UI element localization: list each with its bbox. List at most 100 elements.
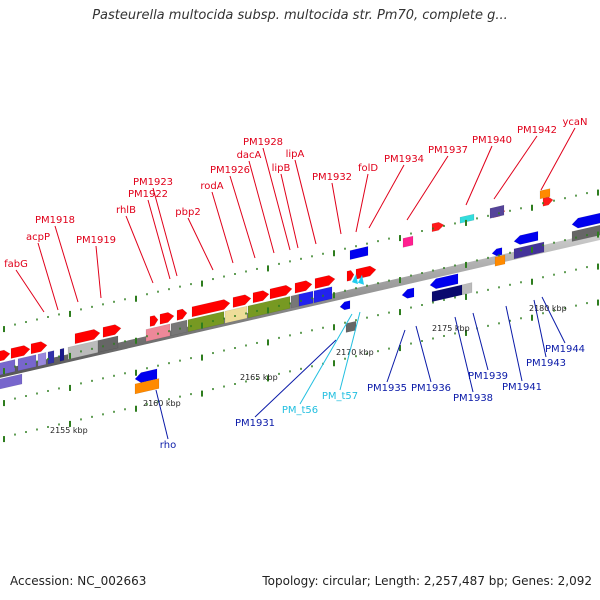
leader-line [254, 339, 337, 418]
gene-label-pbp2: pbp2 [175, 207, 200, 218]
reverse-gene-arrow [429, 273, 459, 290]
gene-block [37, 352, 47, 367]
scale-label: 2165 kbp [240, 373, 278, 382]
trna-mark [358, 274, 364, 285]
gene-block [17, 354, 37, 372]
forward-gene-arrow [232, 294, 252, 308]
leader-line [465, 145, 493, 206]
leader-line [54, 225, 79, 303]
leader-line [299, 313, 353, 405]
gene-label-pm1943: PM1943 [526, 358, 566, 369]
reverse-gene-arrow [339, 300, 351, 311]
gene-block [247, 296, 291, 319]
gene-label-pm1938: PM1938 [453, 393, 493, 404]
leader-line [331, 182, 342, 235]
gene-label-pm1937: PM1937 [428, 145, 468, 156]
gene-block [47, 350, 55, 365]
gene-label-fabg: fabG [4, 259, 28, 270]
gene-label-pm1944: PM1944 [545, 344, 585, 355]
gene-block [97, 335, 119, 353]
reverse-gene-block [461, 282, 473, 296]
gene-label-pm1940: PM1940 [472, 135, 512, 146]
leader-line [187, 217, 214, 271]
forward-gene-arrow [0, 349, 11, 364]
leader-line [454, 316, 474, 393]
leader-line [415, 325, 432, 383]
forward-gene-arrow [159, 312, 175, 325]
trna-mark [352, 274, 358, 285]
gene-label-rhlb: rhlB [116, 205, 136, 216]
leader-line [262, 147, 291, 251]
leader-line [355, 173, 369, 233]
leader-line [125, 215, 154, 284]
gene-label-daca: dacA [237, 150, 262, 161]
forward-gene-arrow [149, 315, 159, 327]
gene-label-pm1928: PM1928 [243, 137, 283, 148]
scale-label: 2170 kbp [336, 348, 374, 357]
leader-line [533, 299, 547, 358]
forward-gene-arrow [269, 285, 293, 300]
reverse-gene-block [345, 320, 357, 333]
leader-line [386, 329, 406, 383]
forward-gene-arrow [74, 329, 101, 345]
gene-label-pm1939: PM1939 [468, 371, 508, 382]
leader-line [147, 199, 171, 280]
gene-label-pm1932: PM1932 [312, 172, 352, 183]
gene-block [459, 213, 475, 224]
leader-line [152, 187, 178, 277]
gene-label-lipa: lipA [286, 149, 305, 160]
scale-label: 2160 kbp [143, 399, 181, 408]
leader-line [505, 305, 523, 382]
forward-gene-arrow [252, 290, 270, 304]
gene-label-pm_t56: PM_t56 [282, 405, 318, 416]
gene-block [290, 293, 300, 309]
gene-block [0, 359, 16, 377]
summary-text: Topology: circular; Length: 2,257,487 bp… [262, 574, 592, 588]
gene-label-roda: rodA [200, 181, 223, 192]
forward-gene-arrow [294, 280, 313, 294]
gene-label-ycan: ycaN [562, 117, 587, 128]
gene-label-fold: folD [358, 163, 378, 174]
leader-line [493, 135, 538, 200]
leader-line [248, 160, 275, 254]
forward-gene-arrow [346, 270, 355, 282]
gene-label-pm1922: PM1922 [128, 189, 168, 200]
reverse-gene-arrow [401, 287, 415, 299]
gene-label-acpp: acpP [26, 232, 50, 243]
gene-label-pm1942: PM1942 [517, 125, 557, 136]
gene-block [402, 235, 414, 248]
forward-gene-arrow [314, 275, 336, 289]
forward-gene-arrow [191, 299, 231, 318]
scale-label: 2155 kbp [50, 426, 88, 435]
gene-label-pm1918: PM1918 [35, 215, 75, 226]
leader-line [95, 245, 102, 299]
gene-label-lipb: lipB [272, 163, 291, 174]
map-title: Pasteurella multocida subsp. multocida s… [92, 8, 508, 23]
scale-label: 2175 kbp [432, 324, 470, 333]
gene-label-pm1923: PM1923 [133, 177, 173, 188]
leader-line [541, 296, 566, 344]
leader-line [294, 159, 317, 245]
forward-gene-arrow [102, 324, 122, 338]
gene-block [349, 246, 369, 260]
leader-line [472, 312, 489, 371]
reverse-gene-block [571, 224, 600, 242]
gene-block [539, 188, 551, 200]
gene-label-pm1934: PM1934 [384, 154, 424, 165]
leader-line [339, 311, 361, 391]
gene-label-pm1941: PM1941 [502, 382, 542, 393]
gene-block [489, 204, 505, 219]
leader-line [211, 191, 234, 264]
reverse-gene-arrow [571, 212, 600, 229]
leader-line [229, 175, 256, 259]
gene-block [298, 290, 314, 307]
reverse-gene-block [513, 241, 545, 260]
leader-line [540, 127, 576, 191]
reverse-gene-arrow [0, 373, 23, 390]
reverse-gene-arrow [513, 231, 539, 245]
gene-block [224, 305, 248, 324]
leader-line [406, 155, 449, 221]
gene-label-pm1931: PM1931 [235, 418, 275, 429]
leader-line [368, 164, 405, 229]
